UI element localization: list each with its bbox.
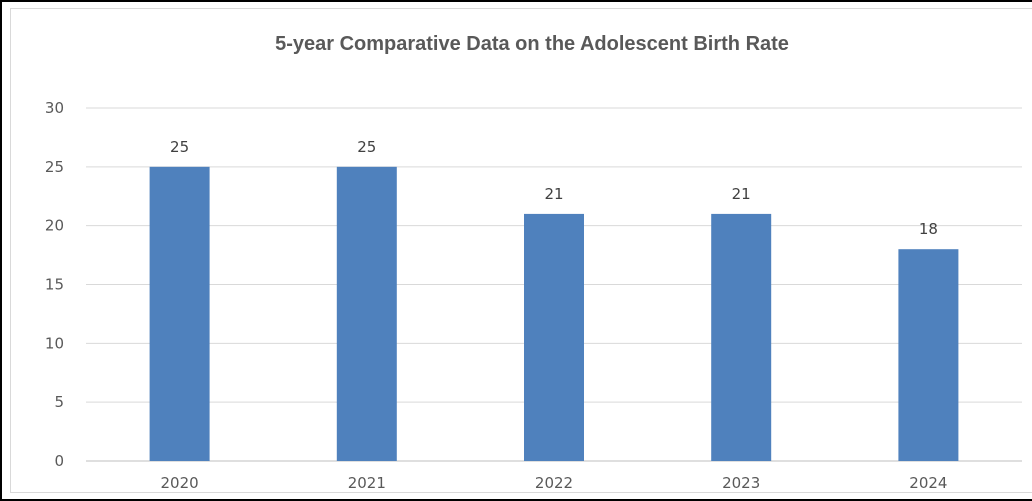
y-axis-ticks: 0 5 10 15 20 25 30 — [45, 99, 64, 470]
bar-2024 — [898, 249, 958, 461]
x-tick-label: 2020 — [161, 474, 199, 492]
y-tick-label: 0 — [54, 452, 64, 470]
x-tick-label: 2021 — [348, 474, 386, 492]
x-axis-ticks: 2020 2021 2022 2023 2024 — [161, 474, 948, 492]
data-label: 18 — [919, 220, 938, 238]
y-tick-label: 10 — [45, 334, 64, 352]
x-tick-label: 2022 — [535, 474, 573, 492]
chart-title: 5-year Comparative Data on the Adolescen… — [275, 33, 789, 55]
x-tick-label: 2024 — [909, 474, 947, 492]
data-label: 21 — [732, 185, 751, 203]
bar-2022 — [524, 214, 584, 461]
bar-2020 — [150, 167, 210, 461]
x-tick-label: 2023 — [722, 474, 760, 492]
y-tick-label: 20 — [45, 217, 64, 235]
data-label: 21 — [544, 185, 563, 203]
y-tick-label: 25 — [45, 158, 64, 176]
data-label: 25 — [357, 138, 376, 156]
bar-2023 — [711, 214, 771, 461]
data-label: 25 — [170, 138, 189, 156]
y-tick-label: 5 — [54, 393, 64, 411]
y-tick-label: 15 — [45, 276, 64, 294]
y-tick-label: 30 — [45, 99, 64, 117]
bars — [150, 167, 959, 461]
bar-2021 — [337, 167, 397, 461]
